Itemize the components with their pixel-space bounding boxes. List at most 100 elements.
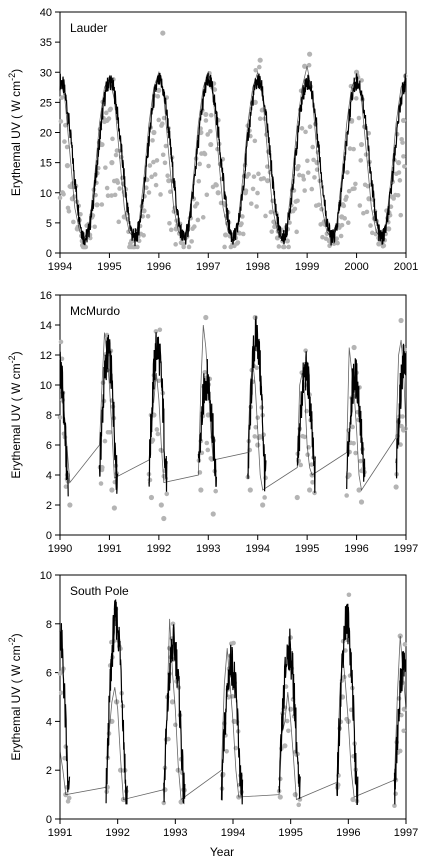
x-axis-label: Year [210, 845, 234, 859]
lauder-scatter-point [212, 87, 218, 92]
mcmurdo-x-tick-label: 1995 [295, 543, 319, 555]
south-pole-scatter-point [350, 796, 356, 803]
lauder-y-tick-label: 30 [40, 67, 52, 79]
mcmurdo-x-tick-label: 1990 [48, 543, 72, 555]
lauder-scatter-point [239, 221, 244, 226]
lauder-scatter-point [147, 163, 153, 168]
lauder-scatter-point [103, 110, 109, 116]
lauder-scatter-point [114, 148, 120, 153]
lauder-scatter-point [254, 204, 259, 209]
lauder-scatter-point [242, 190, 248, 196]
lauder-scatter-point [103, 165, 108, 170]
lauder-scatter-point [116, 219, 122, 225]
south-pole-scatter-point [341, 674, 347, 680]
south-pole-x-tick-label: 1996 [336, 827, 360, 839]
mcmurdo-scatter-point [353, 450, 358, 456]
lauder-scatter-point [319, 206, 324, 212]
south-pole-series-line [220, 644, 244, 805]
south-pole-series-line [59, 618, 407, 801]
lauder-scatter-point [352, 186, 357, 191]
lauder-scatter-point [250, 186, 256, 192]
mcmurdo-series-line [98, 334, 119, 494]
mcmurdo-y-tick-label: 14 [40, 320, 52, 332]
lauder-scatter-point [386, 226, 392, 232]
mcmurdo-scatter-point [156, 378, 162, 384]
lauder-scatter-point [64, 163, 71, 169]
lauder-scatter-point [401, 154, 406, 159]
mcmurdo-scatter-point [350, 424, 355, 430]
lauder-scatter-point [398, 212, 404, 218]
south-pole-scatter-point [292, 792, 298, 798]
lauder-scatter-point [281, 244, 287, 250]
lauder-scatter-point [168, 189, 173, 195]
lauder-scatter-point [294, 166, 300, 172]
lauder-scatter-point [165, 173, 170, 179]
lauder-scatter-point [369, 230, 375, 236]
mcmurdo-scatter-point [393, 484, 399, 490]
lauder-scatter-point [253, 67, 259, 73]
mcmurdo-scatter-point [294, 494, 300, 501]
mcmurdo-scatter-point [310, 480, 315, 485]
south-pole-scatter-point [277, 794, 283, 800]
lauder-scatter-point [194, 201, 200, 206]
lauder-scatter-point [99, 202, 105, 207]
lauder-scatter-point [150, 138, 155, 143]
mcmurdo-scatter-point [399, 423, 404, 429]
lauder-scatter-point [203, 111, 209, 118]
lauder-scatter-point [316, 202, 322, 208]
lauder-scatter-point [223, 202, 228, 208]
lauder-scatter-point [396, 170, 402, 175]
y-axis-label-close: ) [9, 633, 23, 637]
y-axis-label-main: Erythemal UV ( W cm [9, 363, 23, 478]
lauder-scatter-point [215, 190, 221, 196]
mcmurdo-y-tick-label: 6 [46, 440, 52, 452]
south-pole-series-line [105, 599, 128, 805]
lauder-scatter-point [158, 192, 163, 197]
mcmurdo-scatter-point [67, 502, 73, 508]
lauder-scatter-point [305, 158, 310, 164]
mcmurdo-scatter-point [255, 442, 261, 448]
south-pole-y-tick-label: 10 [40, 570, 52, 582]
lauder-scatter-point [395, 160, 402, 166]
mcmurdo-scatter-point [63, 484, 69, 489]
lauder-scatter-point [265, 178, 271, 184]
south-pole-x-tick-label: 1995 [278, 827, 302, 839]
lauder-scatter-point [156, 87, 162, 93]
lauder-y-tick-label: 10 [40, 188, 52, 200]
lauder-scatter-point [353, 96, 359, 101]
lauder-scatter-point [341, 203, 347, 209]
lauder-scatter-point [339, 222, 345, 228]
y-axis-label-exponent: -2 [7, 637, 17, 645]
lauder-scatter-point [303, 129, 308, 135]
lauder-scatter-point [263, 213, 268, 219]
lauder-scatter-point [402, 164, 407, 169]
south-pole-series-line [393, 651, 407, 805]
south-pole-scatter-point [169, 699, 176, 705]
south-pole-scatter-point [286, 728, 291, 734]
lauder-scatter-point [200, 215, 206, 220]
lauder-x-tick-label: 1996 [147, 261, 171, 273]
lauder-scatter-point [363, 152, 369, 157]
south-pole-scatter-point [282, 743, 288, 749]
mcmurdo-scatter-point [398, 317, 404, 324]
mcmurdo-y-tick-label: 4 [46, 470, 52, 482]
south-pole-x-tick-label: 1993 [163, 827, 187, 839]
lauder-y-tick-label: 25 [40, 97, 52, 109]
mcmurdo-y-tick-label: 8 [46, 410, 52, 422]
mcmurdo-series-line [148, 332, 168, 492]
lauder-scatter-point [135, 244, 140, 250]
mcmurdo-series-line [247, 316, 267, 492]
lauder-scatter-point [286, 244, 291, 250]
mcmurdo-series-line [59, 351, 69, 497]
mcmurdo-scatter-point [99, 464, 105, 471]
lauder-scatter-point [297, 172, 302, 178]
lauder-scatter-point [117, 186, 122, 191]
south-pole-y-tick-label: 6 [46, 668, 52, 680]
lauder-scatter-point [320, 234, 325, 240]
mcmurdo-scatter-point [307, 487, 313, 493]
lauder-scatter-point [141, 208, 147, 214]
mcmurdo-x-tick-label: 1996 [344, 543, 368, 555]
south-pole-scatter-point [296, 802, 302, 808]
y-axis-label-main: Erythemal UV ( W cm [9, 81, 23, 196]
south-pole-scatter-point [173, 722, 178, 728]
